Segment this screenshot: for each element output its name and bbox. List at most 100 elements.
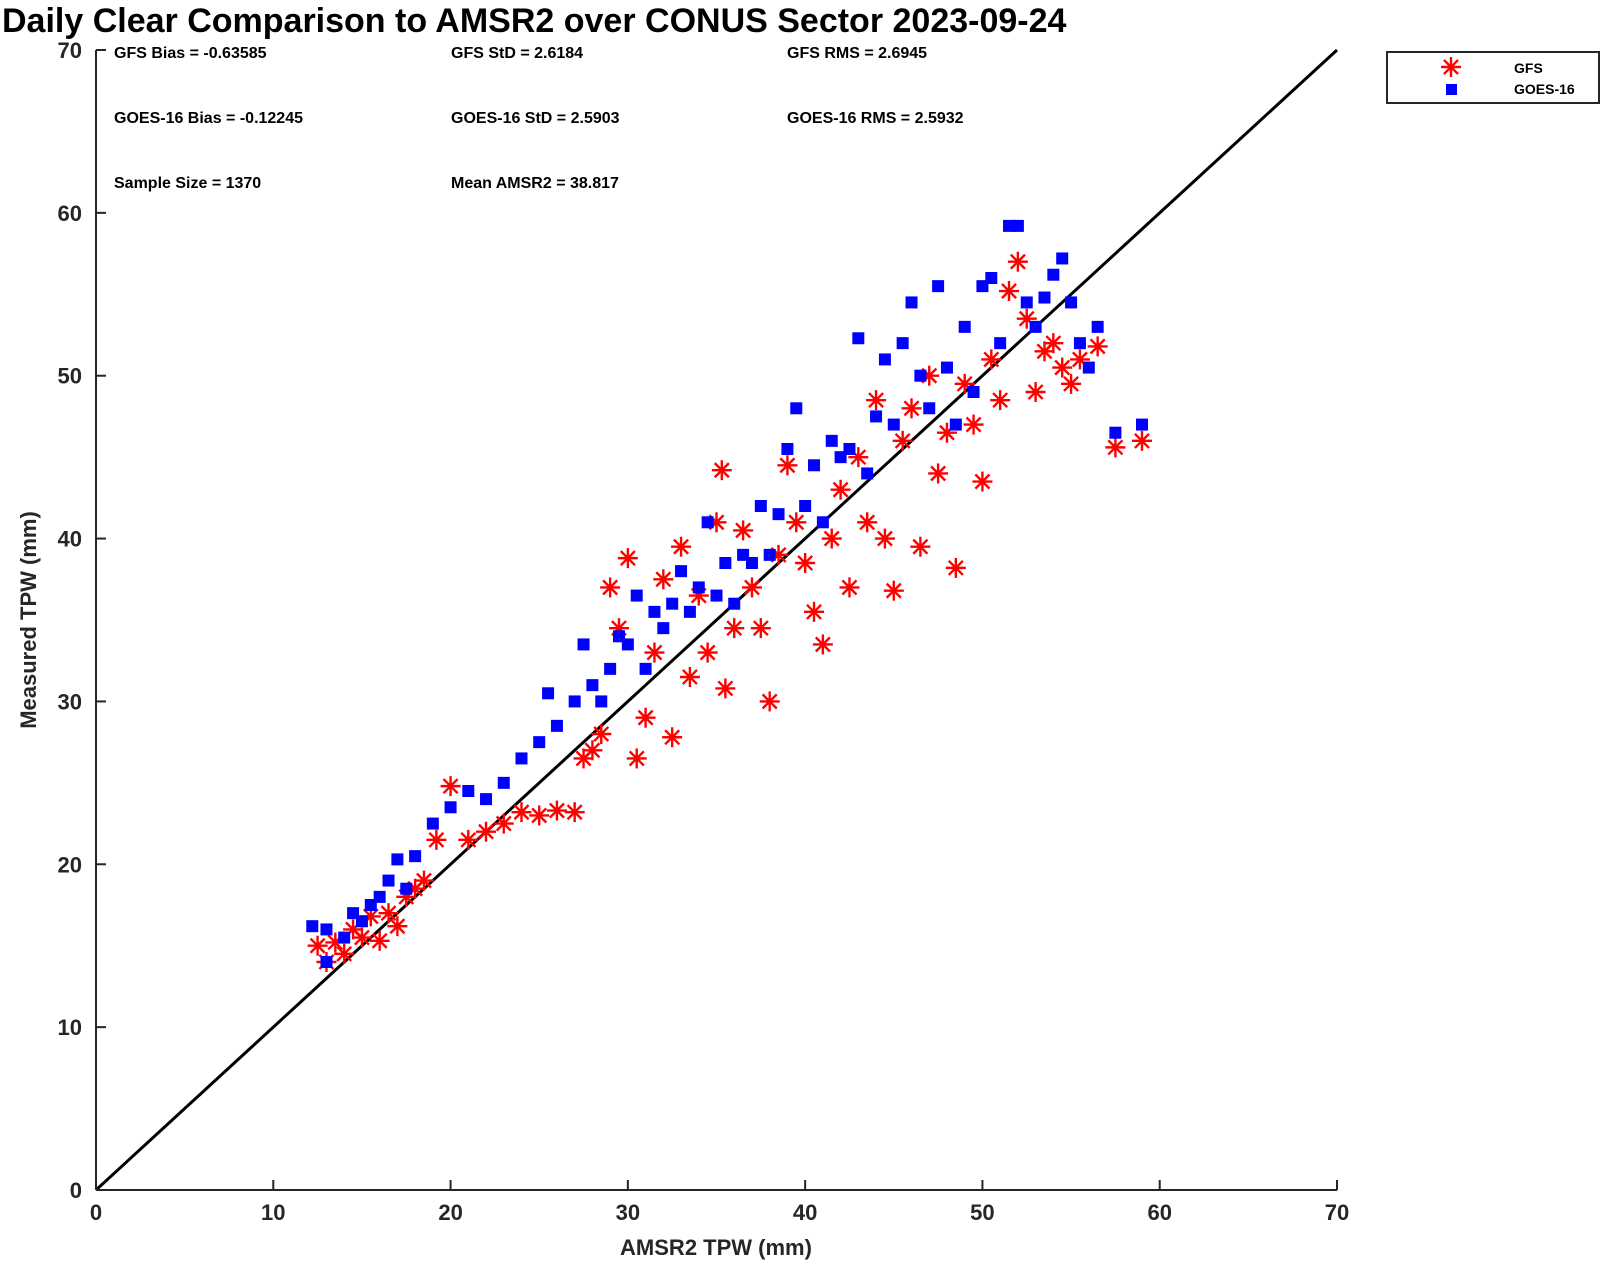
goes-point [1073, 337, 1086, 350]
goes-point [373, 890, 386, 903]
axes-frame [95, 50, 1337, 1191]
gfs-point [786, 512, 807, 533]
gfs-point [564, 802, 585, 823]
goes-point [400, 882, 413, 895]
gfs-point [777, 455, 798, 476]
stat-goes-std: GOES-16 StD = 2.5903 [451, 110, 620, 127]
goes-point [639, 662, 652, 675]
x-tick-label: 50 [970, 1200, 994, 1225]
x-tick-label: 40 [793, 1200, 817, 1225]
x-tick-label: 70 [1325, 1200, 1349, 1225]
x-tick-label: 60 [1147, 1200, 1171, 1225]
goes-point [1056, 252, 1069, 265]
gfs-point [635, 707, 656, 728]
goes-point [515, 752, 528, 765]
goes-point [1135, 418, 1148, 431]
gfs-point [378, 903, 399, 924]
goes-point [391, 853, 404, 866]
gfs-point [990, 390, 1011, 411]
gfs-point [1105, 437, 1126, 458]
gfs-point [857, 512, 878, 533]
gfs-point [741, 577, 762, 598]
goes-point [586, 679, 599, 692]
goes-point [462, 785, 475, 797]
goes-point [480, 793, 493, 806]
goes-point [772, 508, 785, 521]
y-tick-label: 20 [58, 852, 82, 877]
stat-gfs-rms: GFS RMS = 2.6945 [787, 45, 927, 62]
goes-point [967, 386, 980, 398]
gfs-point [724, 618, 745, 639]
goes-point [382, 874, 395, 887]
gfs-point [307, 935, 328, 956]
goes-point [754, 500, 767, 512]
goes-point [1011, 219, 1024, 232]
goes-point [648, 605, 661, 618]
gfs-point [334, 943, 355, 964]
goes-point [905, 296, 918, 309]
goes-point [542, 687, 555, 700]
goes-point [630, 589, 643, 602]
gfs-point [804, 601, 825, 622]
gfs-point [626, 748, 647, 769]
y-tick-label: 0 [70, 1178, 82, 1203]
gfs-point [582, 740, 603, 761]
gfs-point [1043, 333, 1064, 354]
gfs-point [440, 776, 461, 797]
goes-point [887, 418, 900, 431]
stat-gfs-std: GFS StD = 2.6184 [451, 45, 583, 62]
gfs-point [883, 580, 904, 601]
goes-point [683, 605, 696, 618]
goes-point [763, 548, 776, 561]
gfs-point [812, 634, 833, 655]
goes-point [338, 931, 351, 944]
y-tick-label: 50 [58, 364, 82, 389]
stat-goes-bias: GOES-16 Bias = -0.12245 [114, 110, 303, 127]
goes-point [550, 719, 563, 732]
goes-point [781, 443, 794, 455]
goes-point [745, 557, 758, 569]
goes-point [1109, 426, 1122, 439]
gfs-point [511, 802, 532, 823]
stat-goes-rms: GOES-16 RMS = 2.5932 [787, 110, 964, 127]
gfs-point [795, 553, 816, 573]
gfs-point [1131, 430, 1152, 451]
goes-point [940, 361, 953, 374]
gfs-point [1052, 357, 1073, 378]
goes-point [870, 410, 883, 423]
gfs-point [644, 642, 665, 663]
y-tick-label: 40 [58, 527, 82, 552]
gfs-point [945, 557, 966, 578]
y-axis-ticks: 0 10 20 30 40 50 60 70 [58, 38, 106, 1203]
goes-point [577, 638, 590, 651]
gfs-point [866, 390, 887, 411]
goes-point [444, 801, 457, 814]
y-axis-label: Measured TPW (mm) [16, 511, 41, 729]
gfs-point [351, 927, 372, 948]
gfs-point [1087, 336, 1108, 357]
stat-mean-amsr2: Mean AMSR2 = 38.817 [451, 175, 619, 192]
x-tick-label: 20 [438, 1200, 462, 1225]
goes-point [843, 443, 856, 455]
goes-point [497, 776, 510, 789]
goes-point [1047, 268, 1060, 281]
goes-point [306, 920, 319, 933]
gfs-point [671, 536, 692, 557]
y-tick-label: 30 [58, 689, 82, 714]
gfs-point [426, 829, 447, 850]
gfs-point [591, 724, 612, 744]
gfs-point [1061, 373, 1082, 394]
x-tick-label: 10 [261, 1200, 285, 1225]
goes-point [958, 320, 971, 333]
goes-point [320, 923, 333, 936]
gfs-point [715, 678, 736, 699]
goes-point [816, 516, 829, 529]
gfs-point [413, 870, 434, 891]
gfs-point [697, 642, 718, 663]
goes-point [1029, 320, 1042, 333]
y-tick-label: 10 [58, 1015, 82, 1040]
gfs-point [999, 281, 1020, 302]
y-tick-label: 60 [58, 201, 82, 226]
goes-point [568, 695, 581, 708]
